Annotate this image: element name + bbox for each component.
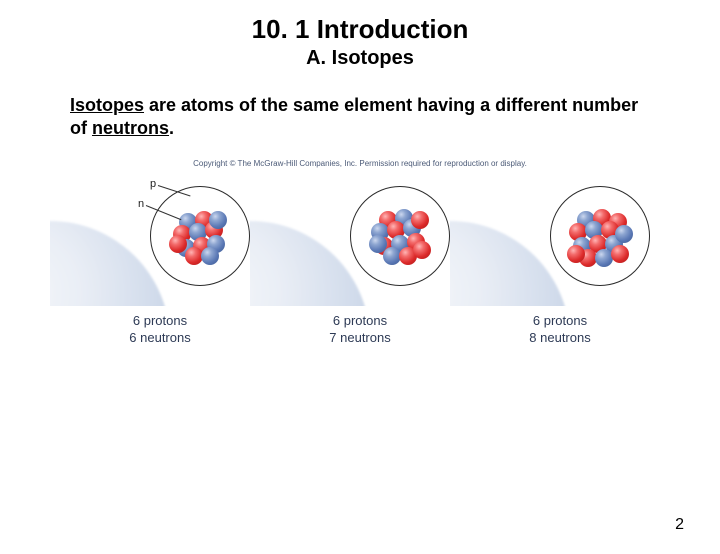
- isotope-caption: 6 protons 7 neutrons: [260, 312, 460, 347]
- neutrons-count: 6 neutrons: [60, 329, 260, 347]
- isotope-diagram: [260, 176, 460, 306]
- copyright-line: Copyright © The McGraw-Hill Companies, I…: [0, 159, 720, 168]
- page-number: 2: [675, 516, 684, 534]
- nucleus-circle: [350, 186, 450, 286]
- neutron-ball: [169, 235, 187, 253]
- isotope-panel-c12: p n 6 protons 6 neutrons: [60, 176, 260, 347]
- isotope-figure-row: p n 6 protons 6 neutrons 6 protons 7 neu…: [0, 168, 720, 347]
- definition-end: .: [169, 118, 174, 138]
- isotope-caption: 6 protons 8 neutrons: [460, 312, 660, 347]
- definition-text: Isotopes are atoms of the same element h…: [70, 94, 650, 141]
- isotope-diagram: p n: [60, 176, 260, 306]
- proton-ball: [369, 235, 387, 253]
- isotope-panel-c14: 6 protons 8 neutrons: [460, 176, 660, 347]
- neutron-ball: [413, 241, 431, 259]
- proton-ball: [615, 225, 633, 243]
- nucleus-circle: [550, 186, 650, 286]
- section-title: 10. 1 Introduction: [0, 14, 720, 45]
- protons-count: 6 protons: [460, 312, 660, 330]
- isotope-caption: 6 protons 6 neutrons: [60, 312, 260, 347]
- proton-ball: [209, 211, 227, 229]
- isotope-diagram: [460, 176, 660, 306]
- protons-count: 6 protons: [260, 312, 460, 330]
- proton-label: p: [150, 178, 156, 190]
- isotope-panel-c13: 6 protons 7 neutrons: [260, 176, 460, 347]
- term-neutrons: neutrons: [92, 118, 169, 138]
- section-subtitle: A. Isotopes: [0, 47, 720, 70]
- nucleus-circle: [150, 186, 250, 286]
- neutrons-count: 8 neutrons: [460, 329, 660, 347]
- neutron-ball: [567, 245, 585, 263]
- protons-count: 6 protons: [60, 312, 260, 330]
- proton-ball: [201, 247, 219, 265]
- neutron-label: n: [138, 198, 144, 210]
- neutrons-count: 7 neutrons: [260, 329, 460, 347]
- neutron-ball: [411, 211, 429, 229]
- term-isotopes: Isotopes: [70, 95, 144, 115]
- neutron-ball: [611, 245, 629, 263]
